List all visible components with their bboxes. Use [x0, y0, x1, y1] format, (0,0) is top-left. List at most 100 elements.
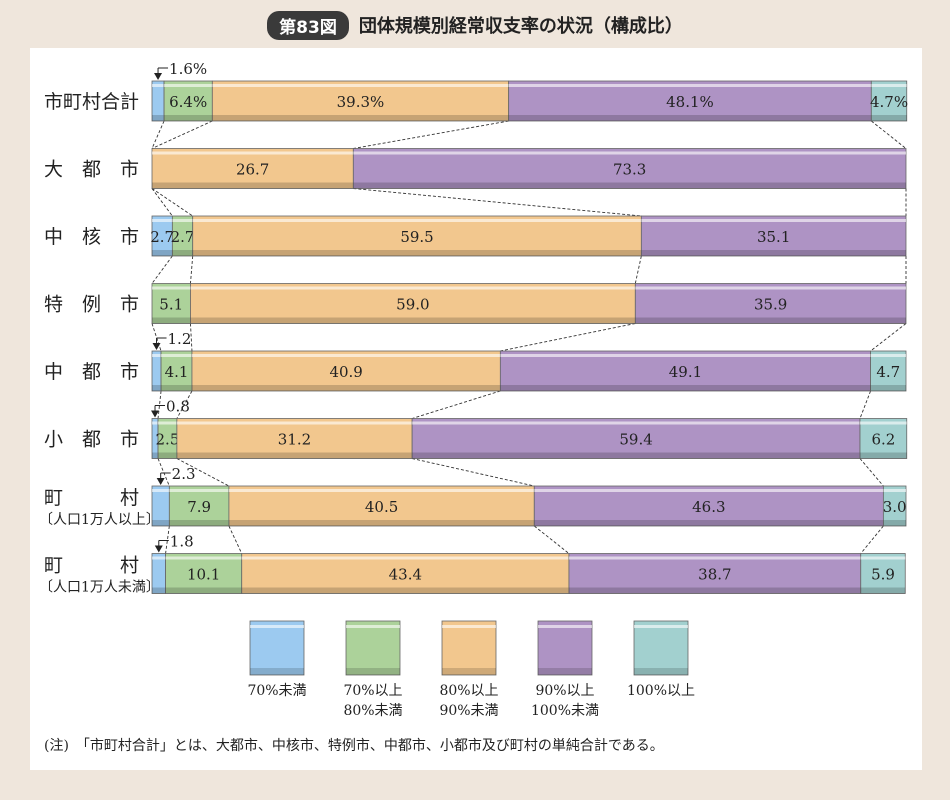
- connector-line: [151, 188, 193, 217]
- legend-label: 90%以上: [535, 683, 594, 699]
- data-label: 35.1: [757, 228, 790, 246]
- data-label: 4.1: [165, 363, 189, 381]
- bar-segment: 5.9: [860, 553, 906, 594]
- data-label: 39.3%: [337, 93, 385, 111]
- bar-segment: 38.7: [568, 553, 862, 594]
- connector-line: [151, 120, 165, 149]
- legend-label: 70%未満: [247, 683, 306, 699]
- connector-line: [190, 255, 194, 284]
- category-label: 大 都 市: [44, 159, 139, 181]
- callout: 1.6%: [154, 60, 207, 80]
- bar-segment: 4.7%: [870, 80, 908, 122]
- category-label: 町 村: [44, 555, 139, 577]
- data-label: 2.5: [156, 431, 180, 449]
- data-label: 10.1: [187, 566, 220, 584]
- bar-segment: 46.3: [533, 485, 884, 527]
- bar-segment: 48.1%: [508, 80, 872, 122]
- connector-line: [634, 255, 642, 284]
- data-label: 4.7%: [870, 93, 908, 111]
- legend-item: 80%以上 90%未満: [439, 620, 499, 719]
- connector-line: [151, 120, 213, 149]
- bar-segment: 39.3%: [211, 80, 510, 122]
- callout-label: 1.8: [170, 533, 194, 551]
- connector-line: [871, 120, 907, 149]
- connector-line: [411, 390, 501, 419]
- figure-title: 団体規模別経常収支率の状況（構成比）: [358, 16, 683, 37]
- callout-label: 1.2: [168, 330, 192, 348]
- chart-panel: 6.4% 39.3% 48.1% 4.7% 26.7 73.3 2.7 2.7 59.5 35.1…: [30, 48, 922, 770]
- data-label: 40.9: [329, 363, 362, 381]
- category-label: 小 都 市: [44, 429, 139, 451]
- bar-segment: 2.7: [171, 215, 195, 257]
- data-label: 5.1: [159, 296, 183, 314]
- connector-lines: [151, 120, 907, 554]
- callout-label: 0.8: [166, 398, 190, 416]
- data-label: 26.7: [236, 161, 269, 179]
- data-label: 4.7: [876, 363, 900, 381]
- data-label: 49.1: [669, 363, 702, 381]
- data-label: 59.5: [400, 228, 433, 246]
- data-label: 38.7: [698, 566, 731, 584]
- callout: 2.3: [156, 465, 196, 485]
- data-label: 2.7: [150, 228, 174, 246]
- bar-segment: 59.0: [190, 283, 636, 324]
- callout: 1.2: [152, 330, 192, 350]
- legend-item: 90%以上 100%未満: [531, 620, 599, 719]
- category-sublabel: 〔人口1万人未満〕: [39, 580, 160, 596]
- bar-segment: 5.1: [151, 283, 191, 324]
- data-label: 48.1%: [666, 93, 714, 111]
- bar-segment: 35.9: [634, 283, 907, 324]
- callout: 1.8: [154, 533, 194, 553]
- legend-item: 70%未満: [247, 620, 307, 699]
- bar-segment: 3.0: [883, 485, 907, 527]
- connector-line: [533, 525, 570, 554]
- figure-header: 第83図 団体規模別経常収支率の状況（構成比）: [0, 8, 950, 42]
- bar-segment: [151, 350, 162, 392]
- bar-segment: 10.1: [165, 553, 243, 594]
- bar-segment: 73.3: [352, 148, 907, 189]
- bar-segment: 7.9: [168, 485, 230, 527]
- category-sublabel: 〔人口1万人以上〕: [39, 512, 160, 528]
- legend-label: 90%未満: [439, 703, 498, 719]
- bar-segment: [151, 80, 165, 122]
- callout-label: 2.3: [172, 465, 196, 483]
- bar-segment: 4.7: [870, 350, 907, 392]
- connector-line: [870, 323, 907, 352]
- data-label: 7.9: [187, 498, 211, 516]
- legend-label: 80%未満: [343, 703, 402, 719]
- connector-line: [353, 188, 642, 217]
- category-label: 中 核 市: [44, 226, 139, 248]
- data-label: 31.2: [278, 431, 311, 449]
- bar-segment: 26.7: [151, 148, 354, 189]
- data-label: 43.4: [389, 566, 422, 584]
- connector-line: [859, 390, 871, 419]
- legend-label: 100%以上: [627, 683, 695, 699]
- connector-line: [157, 390, 162, 419]
- callout: 0.8: [151, 398, 190, 418]
- connector-line: [228, 525, 243, 554]
- bar-segment: [151, 553, 166, 594]
- data-label: 35.9: [754, 296, 787, 314]
- connector-line: [412, 458, 535, 487]
- stacked-bar-chart: 6.4% 39.3% 48.1% 4.7% 26.7 73.3 2.72.7 59.5 35.1…: [39, 60, 908, 754]
- data-label: 2.7: [171, 228, 195, 246]
- legend-item: 100%以上: [627, 620, 695, 699]
- figure-number-badge: 第83図: [267, 10, 349, 40]
- connector-line: [500, 323, 636, 352]
- category-label: 特 例 市: [44, 294, 139, 316]
- connector-line: [353, 120, 509, 149]
- bar-segment: 2.7: [150, 215, 174, 257]
- data-label: 5.9: [871, 566, 895, 584]
- connector-line: [190, 323, 193, 352]
- bar-segment: 6.4%: [163, 80, 213, 122]
- callout-labels: 1.6% 1.2 0.8 2.3 1.8: [151, 60, 207, 553]
- connector-line: [165, 525, 170, 554]
- category-label: 中 都 市: [44, 361, 139, 383]
- data-label: 6.4%: [169, 93, 207, 111]
- bar-segment: 40.9: [191, 350, 501, 392]
- bar-segment: 4.1: [160, 350, 193, 392]
- legend-label: 80%以上: [439, 683, 498, 699]
- bar-segment: 40.5: [228, 485, 535, 527]
